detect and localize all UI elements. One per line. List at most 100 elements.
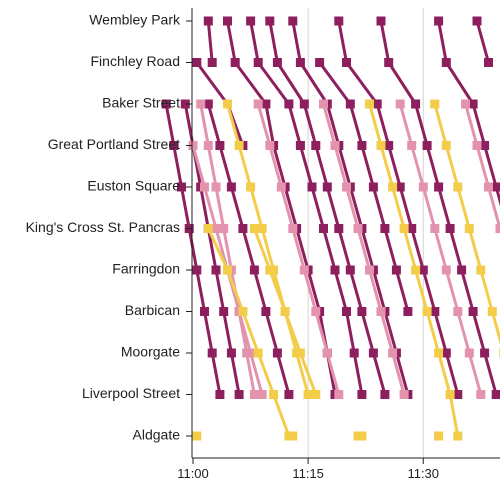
stop-marker — [345, 99, 355, 109]
train-hammersmith_city — [253, 99, 344, 399]
stop-marker — [491, 390, 500, 399]
stop-marker — [188, 141, 198, 150]
stop-marker — [453, 182, 463, 192]
stop-marker — [357, 141, 367, 150]
stop-marker — [388, 348, 398, 358]
stop-marker — [365, 99, 374, 109]
stop-marker — [249, 265, 259, 275]
station-label: Great Portland Street — [48, 136, 180, 152]
stop-marker — [311, 141, 321, 150]
stop-marker — [453, 390, 463, 399]
stop-marker — [434, 16, 444, 26]
stop-marker — [418, 265, 428, 275]
stop-marker — [211, 182, 221, 192]
train-metropolitan — [246, 16, 367, 399]
stop-marker — [357, 431, 367, 441]
stop-marker — [311, 390, 321, 399]
stop-marker — [203, 16, 213, 26]
stop-marker — [177, 182, 186, 192]
stop-marker — [388, 182, 398, 192]
stop-marker — [441, 265, 451, 275]
stop-marker — [349, 348, 359, 358]
stop-marker — [280, 307, 290, 316]
stop-marker — [303, 390, 313, 399]
train-path — [249, 20, 364, 395]
stop-marker — [192, 58, 202, 67]
stop-marker — [246, 348, 256, 358]
stop-marker — [395, 182, 405, 192]
station-label: Wembley Park — [89, 12, 181, 28]
stop-marker — [376, 16, 386, 26]
stop-marker — [288, 224, 298, 233]
station-axis: Wembley Park Finchley Road Baker Street Gre… — [26, 8, 193, 458]
stop-marker — [295, 348, 305, 358]
stop-marker — [322, 182, 332, 192]
stop-marker — [365, 265, 374, 275]
stop-marker — [491, 182, 500, 192]
stop-marker — [342, 182, 351, 192]
stop-marker — [376, 141, 386, 150]
train-path — [475, 20, 490, 63]
stop-marker — [299, 265, 309, 275]
train-path — [226, 103, 310, 395]
stop-marker — [238, 224, 248, 233]
train-metropolitan — [376, 16, 500, 399]
stop-marker — [226, 348, 236, 358]
train-metropolitan — [223, 16, 340, 399]
stop-marker — [430, 307, 440, 316]
stop-marker — [249, 224, 259, 233]
stop-marker — [495, 224, 500, 233]
station-label: Aldgate — [133, 427, 181, 443]
stop-marker — [334, 16, 344, 26]
stop-marker — [234, 390, 244, 399]
stop-marker — [192, 265, 202, 275]
stop-marker — [468, 99, 478, 109]
stop-marker — [403, 307, 413, 316]
stop-marker — [441, 141, 451, 150]
train-path — [206, 227, 291, 437]
stop-marker — [330, 141, 340, 150]
stop-marker — [295, 141, 305, 150]
train-path — [322, 103, 406, 395]
stop-marker — [272, 348, 282, 358]
stop-marker — [257, 390, 267, 399]
stop-marker — [484, 182, 493, 192]
gridlines — [307, 8, 424, 458]
train-hammersmith_city — [319, 99, 409, 399]
train-metropolitan — [472, 16, 493, 67]
stop-marker — [430, 224, 440, 233]
stop-marker — [215, 390, 225, 399]
stop-marker — [391, 265, 401, 275]
stop-marker — [384, 141, 394, 150]
time-tick-label: 11:30 — [407, 466, 439, 481]
stop-marker — [207, 58, 217, 67]
stop-marker — [219, 307, 229, 316]
stop-marker — [288, 431, 298, 441]
stop-marker — [230, 58, 240, 67]
stop-marker — [464, 224, 474, 233]
stop-marker — [472, 141, 482, 150]
stop-marker — [441, 348, 451, 358]
stop-marker — [468, 307, 478, 316]
stop-marker — [319, 224, 328, 233]
stop-marker — [445, 390, 455, 399]
station-label: King's Cross St. Pancras — [26, 219, 180, 235]
train-hammersmith_city — [395, 99, 486, 399]
stop-marker — [472, 16, 482, 26]
stop-marker — [284, 390, 294, 399]
stop-marker — [192, 431, 202, 441]
stop-marker — [384, 58, 394, 67]
stop-marker — [265, 16, 275, 26]
stop-marker — [380, 390, 390, 399]
stop-marker — [315, 58, 325, 67]
stop-marker — [253, 99, 263, 109]
train-path — [226, 20, 337, 395]
stop-marker — [246, 182, 256, 192]
stop-marker — [453, 431, 463, 441]
stop-marker — [211, 224, 221, 233]
train-metropolitan — [203, 16, 217, 67]
stop-marker — [288, 16, 298, 26]
stop-marker — [376, 307, 386, 316]
stop-marker — [261, 307, 271, 316]
